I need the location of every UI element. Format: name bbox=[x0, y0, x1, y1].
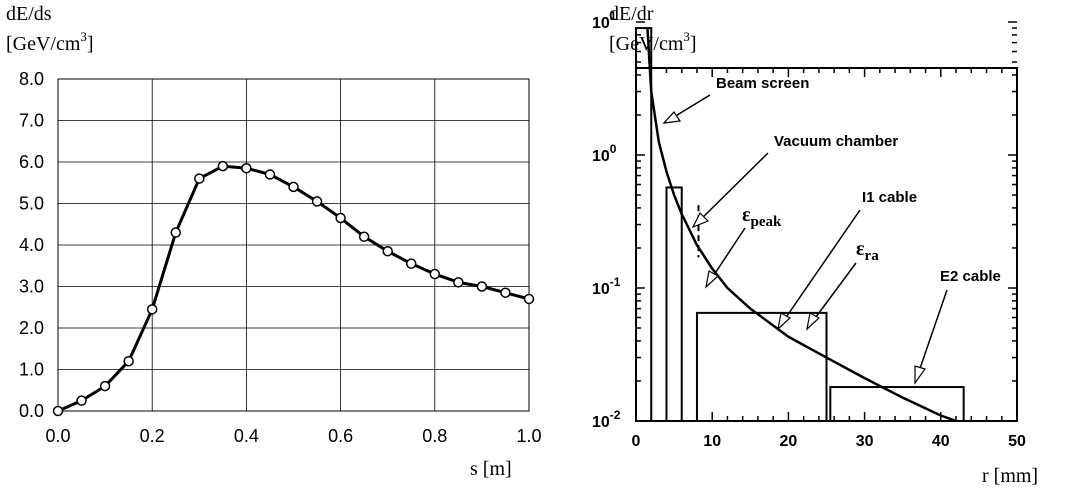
left-y-tick-label: 0.0 bbox=[19, 401, 44, 421]
left-data-point bbox=[311, 196, 323, 207]
left-data-point bbox=[429, 268, 441, 280]
right-bar bbox=[665, 186, 683, 422]
left-y-tick-labels: 0.0 1.0 2.0 3.0 4.0 5.0 6.0 7.0 8.0 bbox=[19, 69, 44, 421]
left-data-point bbox=[453, 277, 464, 288]
left-series bbox=[52, 160, 535, 417]
right-curve bbox=[646, 28, 957, 423]
left-y-tick-label: 2.0 bbox=[19, 318, 44, 338]
right-x-tick-label: 40 bbox=[932, 433, 950, 450]
right-bars bbox=[635, 27, 965, 423]
eps-peak-symbol: ε bbox=[742, 204, 751, 226]
eps-peak-sub: peak bbox=[751, 214, 783, 230]
left-xlabel: s [m] bbox=[470, 458, 512, 480]
annotation-i1-cable: I1 cable bbox=[862, 189, 917, 206]
arrow-eps-ra-head bbox=[806, 312, 821, 331]
right-yunit-main: [GeV/cm bbox=[609, 33, 684, 55]
left-data-point bbox=[406, 258, 417, 269]
right-chart: dE/dr [GeV/cm3] 101 100 10-1 10-2 0 10 20 30 40… bbox=[592, 3, 1038, 487]
arrow-beam-screen-head bbox=[662, 111, 682, 124]
left-y-tick-label: 8.0 bbox=[19, 69, 44, 89]
left-data-point bbox=[194, 173, 205, 184]
right-y-tick-label: 10-2 bbox=[592, 408, 621, 431]
right-x-tick-label: 50 bbox=[1008, 433, 1026, 450]
right-annotations: Beam screen Vacuum chamber εpeak I1 cabl… bbox=[662, 75, 1001, 385]
left-data-point bbox=[335, 212, 346, 224]
arrow-e2-cable-head bbox=[914, 365, 926, 385]
left-plot-frame bbox=[57, 78, 530, 412]
left-data-point bbox=[476, 281, 488, 292]
right-x-tick-label: 10 bbox=[703, 433, 721, 450]
arrow-vacuum-chamber bbox=[692, 152, 769, 228]
left-y-tick-label: 3.0 bbox=[19, 277, 44, 297]
arrow-i1-cable bbox=[777, 209, 861, 330]
right-yunit: [GeV/cm3] bbox=[609, 29, 697, 55]
left-y-tick-label: 4.0 bbox=[19, 235, 44, 255]
left-data-point bbox=[264, 169, 276, 180]
left-chart: dE/ds [GeV/cm3] 0.0 1.0 2.0 3.0 4.0 5.0 6.0 7.0… bbox=[6, 3, 542, 480]
left-y-tick-label: 7.0 bbox=[19, 111, 44, 131]
left-data-point bbox=[217, 160, 229, 172]
right-bar bbox=[635, 27, 653, 422]
left-data-point bbox=[52, 405, 64, 417]
left-x-tick-label: 1.0 bbox=[516, 426, 541, 446]
right-yunit-sup: 3 bbox=[683, 29, 690, 44]
right-y-tick-label: 10-1 bbox=[592, 275, 621, 298]
left-data-point bbox=[241, 162, 252, 174]
left-y-tick-label: 6.0 bbox=[19, 152, 44, 172]
left-y-tick-label: 1.0 bbox=[19, 360, 44, 380]
left-data-point bbox=[170, 227, 181, 238]
arrow-vacuum-chamber-head bbox=[691, 211, 710, 229]
right-xlabel: r [mm] bbox=[982, 465, 1038, 487]
right-ylabel: dE/dr bbox=[609, 3, 654, 25]
right-y-tick-labels: 101 100 10-1 10-2 bbox=[592, 9, 621, 431]
right-curve-line bbox=[646, 28, 957, 423]
right-y-tick-label: 100 bbox=[592, 142, 617, 165]
eps-ra-sub: ra bbox=[865, 248, 880, 264]
left-x-tick-label: 0.0 bbox=[45, 426, 70, 446]
right-bar bbox=[829, 386, 965, 423]
left-data-point bbox=[76, 395, 87, 406]
left-x-tick-label: 0.4 bbox=[234, 426, 259, 446]
left-data-point bbox=[123, 355, 134, 367]
left-x-tick-label: 0.6 bbox=[328, 426, 353, 446]
left-x-tick-label: 0.2 bbox=[140, 426, 165, 446]
right-x-tick-label: 20 bbox=[780, 433, 798, 450]
left-x-tick-label: 0.8 bbox=[422, 426, 447, 446]
left-x-tick-labels: 0.0 0.2 0.4 0.6 0.8 1.0 bbox=[45, 426, 541, 446]
left-y-tick-label: 5.0 bbox=[19, 194, 44, 214]
right-y-tick-label: 101 bbox=[592, 9, 617, 32]
left-yunit-sup: 3 bbox=[80, 29, 87, 44]
eps-ra-symbol: ε bbox=[856, 238, 865, 260]
annotation-eps-ra: εra bbox=[856, 238, 879, 264]
left-data-point bbox=[146, 304, 158, 315]
arrow-eps-peak-head bbox=[705, 270, 720, 289]
right-x-tick-label: 30 bbox=[856, 433, 874, 450]
left-data-point bbox=[382, 245, 393, 257]
left-yunit: [GeV/cm3] bbox=[6, 29, 94, 55]
left-series-line bbox=[57, 164, 530, 413]
left-data-point bbox=[500, 287, 511, 298]
left-data-point bbox=[99, 380, 111, 392]
left-yunit-main: [GeV/cm bbox=[6, 33, 81, 55]
annotation-vacuum-chamber: Vacuum chamber bbox=[774, 133, 898, 150]
right-x-tick-label: 0 bbox=[632, 433, 641, 450]
annotation-e2-cable: E2 cable bbox=[940, 268, 1001, 285]
right-bar bbox=[695, 311, 828, 423]
left-yunit-close: ] bbox=[87, 33, 94, 55]
right-x-tick-labels: 0 10 20 30 40 50 bbox=[632, 433, 1026, 450]
left-grid bbox=[58, 79, 529, 411]
annotation-eps-peak: εpeak bbox=[742, 204, 782, 230]
left-data-point bbox=[288, 181, 299, 193]
left-data-point bbox=[358, 231, 370, 242]
annotation-beam-screen: Beam screen bbox=[716, 75, 809, 92]
right-yunit-close: ] bbox=[690, 33, 697, 55]
left-data-point bbox=[523, 293, 535, 305]
left-ylabel: dE/ds bbox=[6, 3, 52, 25]
arrow-i1-cable-head bbox=[777, 312, 792, 331]
